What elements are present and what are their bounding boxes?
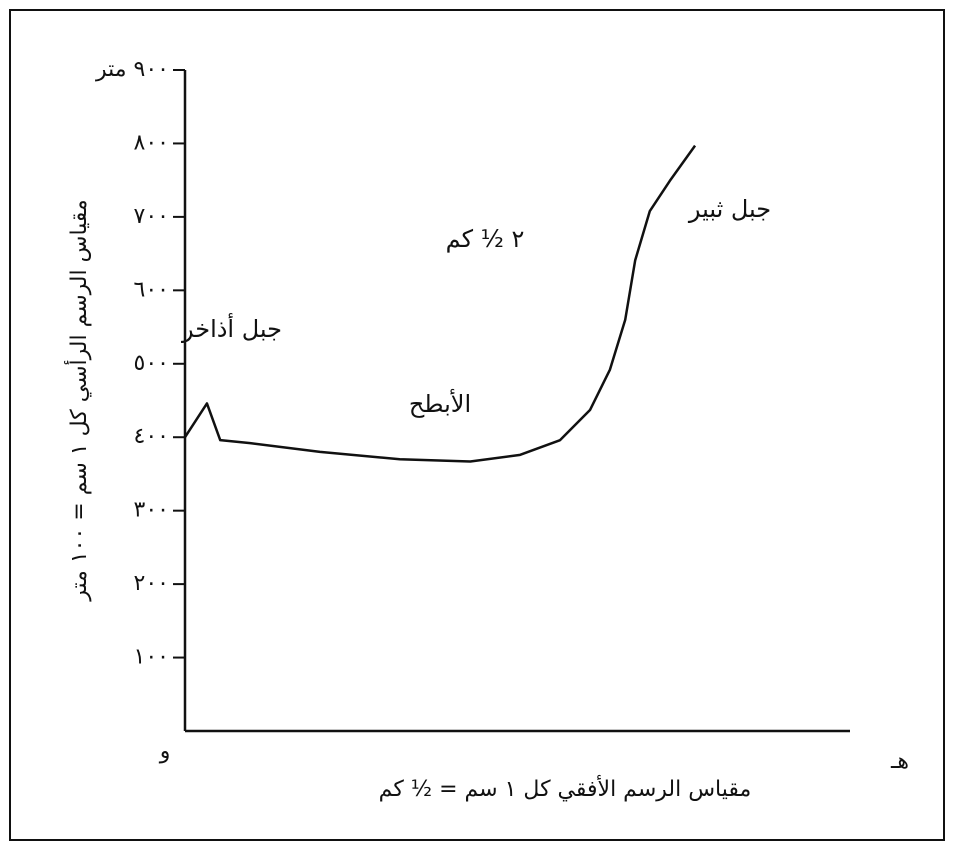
y-tick-label: ٩٠٠ متر [95, 57, 169, 82]
y-tick-label: ٤٠٠ [134, 424, 169, 449]
y-tick-label: ٨٠٠ [134, 130, 169, 155]
y-tick-label: ٣٠٠ [134, 498, 169, 523]
frame [9, 9, 945, 841]
y-axis-label: مقياس الرسم الرأسي كل ١ سم = ١٠٠ متر [64, 199, 92, 601]
annotation: جبل أذاخر [181, 313, 282, 343]
origin-label: و [159, 739, 171, 764]
annotation: جبل ثبير [688, 195, 771, 223]
end-label: هـ [890, 749, 909, 774]
y-tick-label: ١٠٠ [134, 645, 169, 670]
x-axis-label: مقياس الرسم الأفقي كل ١ سم = ½ كم [379, 775, 752, 802]
y-tick-label: ٧٠٠ [134, 204, 169, 229]
profile-line [183, 144, 697, 463]
annotation: ٢ ½ كم [446, 225, 525, 253]
y-tick-label: ٥٠٠ [134, 351, 169, 376]
y-tick-label: ٦٠٠ [134, 277, 169, 302]
annotation: الأبطح [409, 389, 471, 418]
y-tick-label: ٢٠٠ [134, 571, 169, 596]
